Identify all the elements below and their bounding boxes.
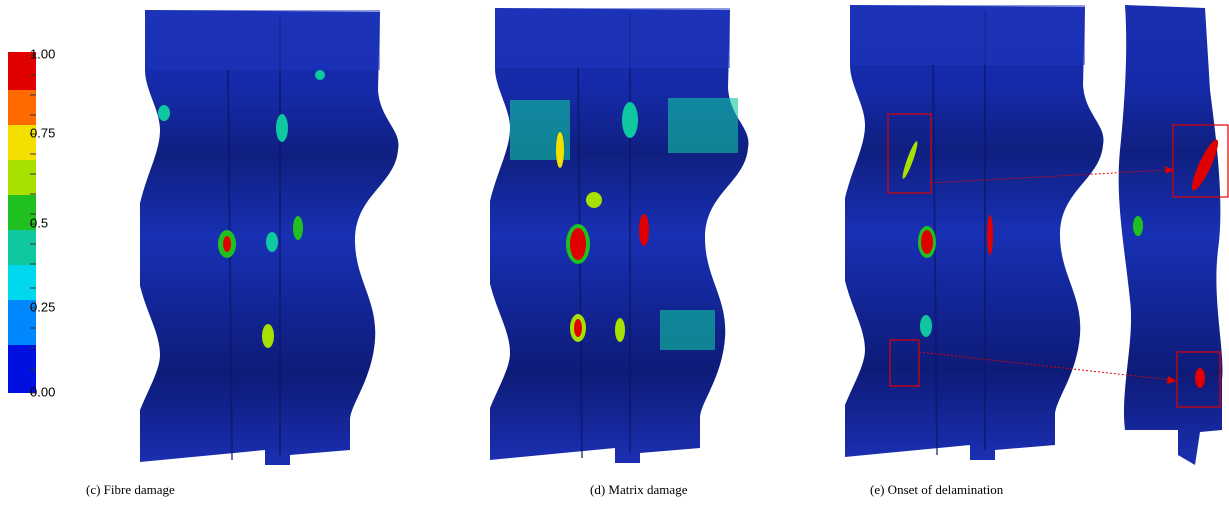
colorbar: 1.00 0.75 0.5 0.25 0.00: [8, 46, 55, 399]
specimen: [485, 8, 748, 463]
side-view: [1119, 5, 1223, 465]
colorbar-label: 0.25: [30, 299, 55, 314]
colorbar-label: 0.5: [30, 215, 48, 230]
caption: (c) Fibre damage: [86, 482, 175, 497]
colorbar-label: 0.75: [30, 125, 55, 140]
panel-c: [135, 10, 398, 465]
panel-e: [840, 5, 1228, 465]
figure: 1.00 0.75 0.5 0.25 0.00: [0, 0, 1229, 516]
caption: (e) Onset of delamination: [870, 482, 1004, 497]
colorbar-label: 1.00: [30, 46, 55, 61]
specimen: [840, 5, 1103, 460]
panel-d: [485, 8, 748, 463]
colorbar-label: 0.00: [30, 384, 55, 399]
caption: (d) Matrix damage: [590, 482, 688, 497]
